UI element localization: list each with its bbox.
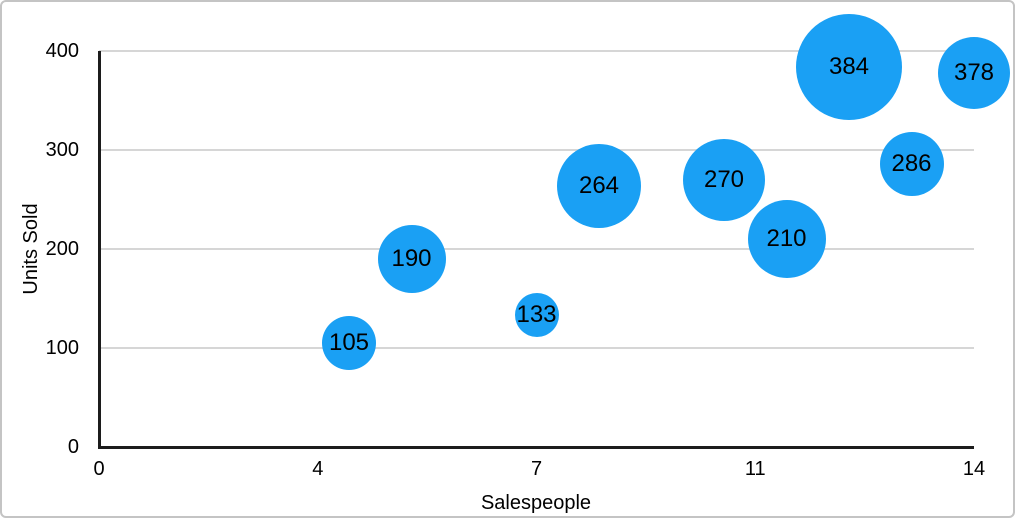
x-tick-label-7: 7 — [530, 458, 543, 480]
bubble-value-label: 190 — [391, 244, 432, 272]
bubble-value-label: 105 — [328, 329, 370, 357]
bubble-point-270: 270 — [683, 138, 765, 221]
bubble-point-133: 133 — [514, 293, 559, 338]
plot-area: 105 190 133 264 270 210 384 286 378 — [98, 13, 1010, 449]
x-tick-label-4: 4 — [312, 458, 324, 480]
bubble-point-210: 210 — [747, 200, 826, 279]
x-tick-label-0: 0 — [93, 458, 105, 480]
y-tick-label-300: 300 — [45, 139, 79, 161]
bubble-point-190: 190 — [377, 224, 446, 293]
gridline-y-100 — [99, 347, 974, 349]
bubble-point-105: 105 — [322, 316, 376, 371]
bubble-point-384: 384 — [796, 13, 902, 120]
x-axis-title: Salespeople — [480, 492, 592, 514]
y-axis-line — [98, 51, 101, 447]
bubble-point-378: 378 — [938, 36, 1010, 109]
x-tick-label-11: 11 — [744, 458, 766, 480]
y-tick-label-200: 200 — [45, 238, 79, 260]
bubble-value-label: 133 — [516, 301, 557, 329]
x-axis-line — [98, 445, 974, 449]
y-tick-label-0: 0 — [67, 436, 79, 458]
gridline-y-400 — [99, 50, 974, 52]
gridline-y-300 — [99, 149, 974, 151]
y-tick-label-100: 100 — [45, 337, 79, 359]
bubble-value-label: 384 — [828, 52, 870, 80]
bubble-value-label: 286 — [891, 149, 932, 177]
x-tick-label-14: 14 — [962, 458, 986, 480]
bubble-value-label: 264 — [578, 171, 620, 199]
bubble-point-264: 264 — [557, 143, 641, 228]
gridline-y-200 — [99, 248, 974, 250]
bubble-value-label: 210 — [766, 225, 807, 253]
y-tick-label-400: 400 — [45, 40, 79, 62]
bubble-value-label: 270 — [703, 165, 745, 193]
bubble-point-286: 286 — [879, 131, 944, 196]
bubble-value-label: 378 — [953, 58, 995, 86]
